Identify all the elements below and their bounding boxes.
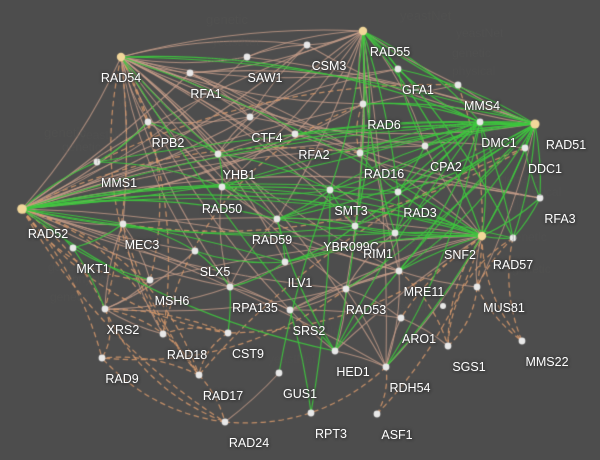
network-graph-view[interactable]: genetic yeastNet yeastNet genetic physical ge…: [0, 0, 600, 460]
network-graph-canvas[interactable]: [0, 0, 600, 460]
